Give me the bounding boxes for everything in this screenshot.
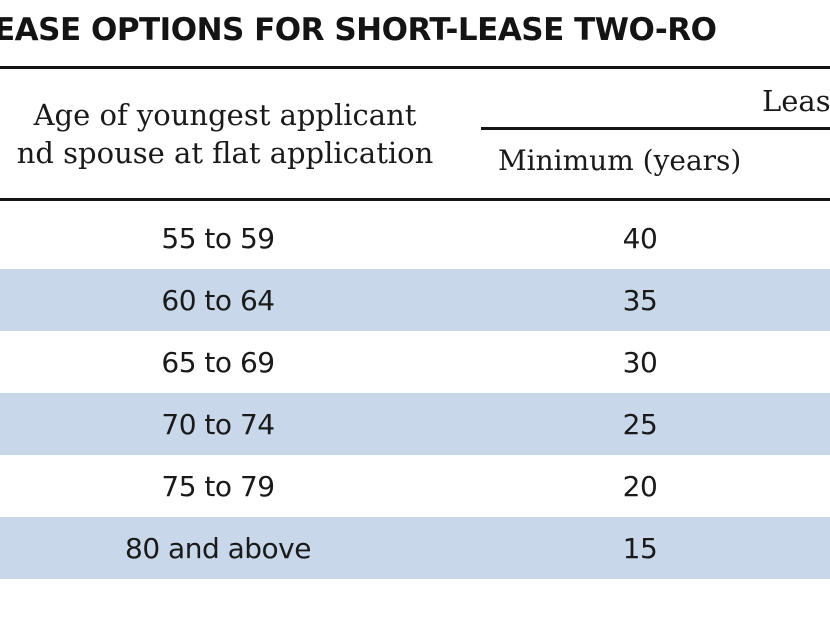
minimum-cell: 30 [622, 346, 658, 379]
lease-group-header: Leas [762, 84, 830, 118]
age-header-line2: nd spouse at flat application [16, 136, 434, 170]
table-body: 55 to 59 40 60 to 64 35 65 to 69 30 70 t… [0, 207, 830, 579]
age-cell: 75 to 79 [161, 470, 275, 503]
table-row: 70 to 74 25 [0, 393, 830, 455]
age-cell: 70 to 74 [161, 408, 275, 441]
minimum-cell: 35 [622, 284, 658, 317]
top-rule [0, 66, 830, 69]
age-column-header: Age of youngest applicant nd spouse at f… [0, 96, 510, 172]
age-cell: 60 to 64 [161, 284, 275, 317]
table-row: 55 to 59 40 [0, 207, 830, 269]
age-cell: 65 to 69 [161, 346, 275, 379]
table-row: 65 to 69 30 [0, 331, 830, 393]
table-row: 60 to 64 35 [0, 269, 830, 331]
table-title: EASE OPTIONS FOR SHORT-LEASE TWO-RO [0, 12, 717, 48]
minimum-cell: 20 [622, 470, 658, 503]
table-row: 80 and above 15 [0, 517, 830, 579]
age-cell: 55 to 59 [161, 222, 275, 255]
minimum-column-header: Minimum (years) [498, 144, 742, 177]
age-cell: 80 and above [125, 532, 311, 565]
minimum-cell: 15 [622, 532, 658, 565]
header-bottom-rule [0, 198, 830, 201]
lease-group-rule [481, 127, 830, 130]
age-header-line1: Age of youngest applicant [33, 98, 417, 132]
minimum-cell: 25 [622, 408, 658, 441]
minimum-cell: 40 [622, 222, 658, 255]
table-row: 75 to 79 20 [0, 455, 830, 517]
